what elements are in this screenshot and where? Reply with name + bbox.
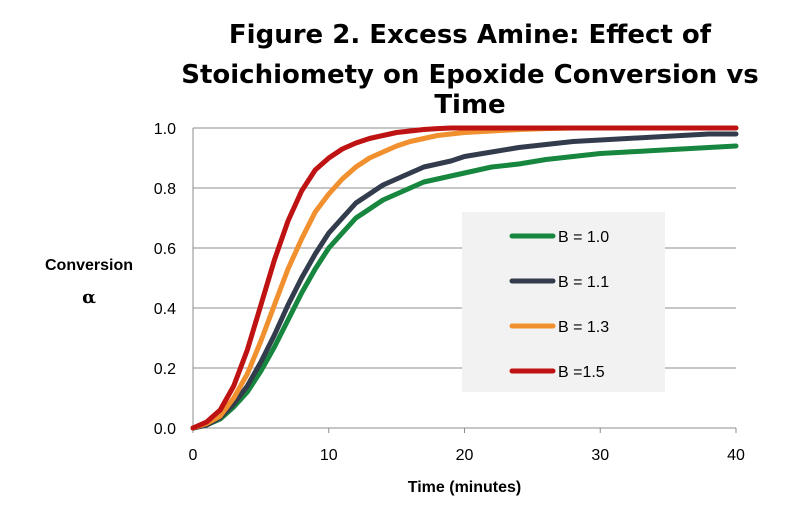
legend-label-2: B = 1.1 [558, 274, 609, 291]
x-axis-label: Time (minutes) [408, 479, 522, 496]
chart-title-line-2: Stoichiomety on Epoxide Conversion vs Ti… [181, 60, 759, 120]
y-axis-symbol: α [82, 287, 96, 308]
x-tick-label: 30 [591, 447, 609, 464]
y-axis-label: Conversion [44, 257, 133, 274]
series-line-4 [190, 125, 739, 431]
series-line-1 [190, 143, 739, 431]
y-tick-label: 0.6 [154, 241, 176, 258]
legend-label-4: B =1.5 [558, 364, 605, 381]
x-tick-label: 20 [456, 447, 474, 464]
legend-label-3: B = 1.3 [558, 319, 609, 336]
x-tick-label: 0 [189, 447, 198, 464]
x-tick-label: 10 [320, 447, 338, 464]
y-tick-label: 1.0 [154, 121, 176, 138]
legend-label-1: B = 1.0 [558, 229, 609, 246]
x-tick-label: 40 [727, 447, 745, 464]
y-tick-label: 0.8 [154, 181, 176, 198]
y-tick-label: 0.2 [154, 361, 176, 378]
legend-box [462, 212, 665, 392]
y-tick-label: 0.0 [154, 421, 176, 438]
y-tick-label: 0.4 [154, 301, 176, 318]
series-line-2 [190, 131, 739, 431]
chart-title-line-1: Figure 2. Excess Amine: Effect of [228, 20, 712, 50]
